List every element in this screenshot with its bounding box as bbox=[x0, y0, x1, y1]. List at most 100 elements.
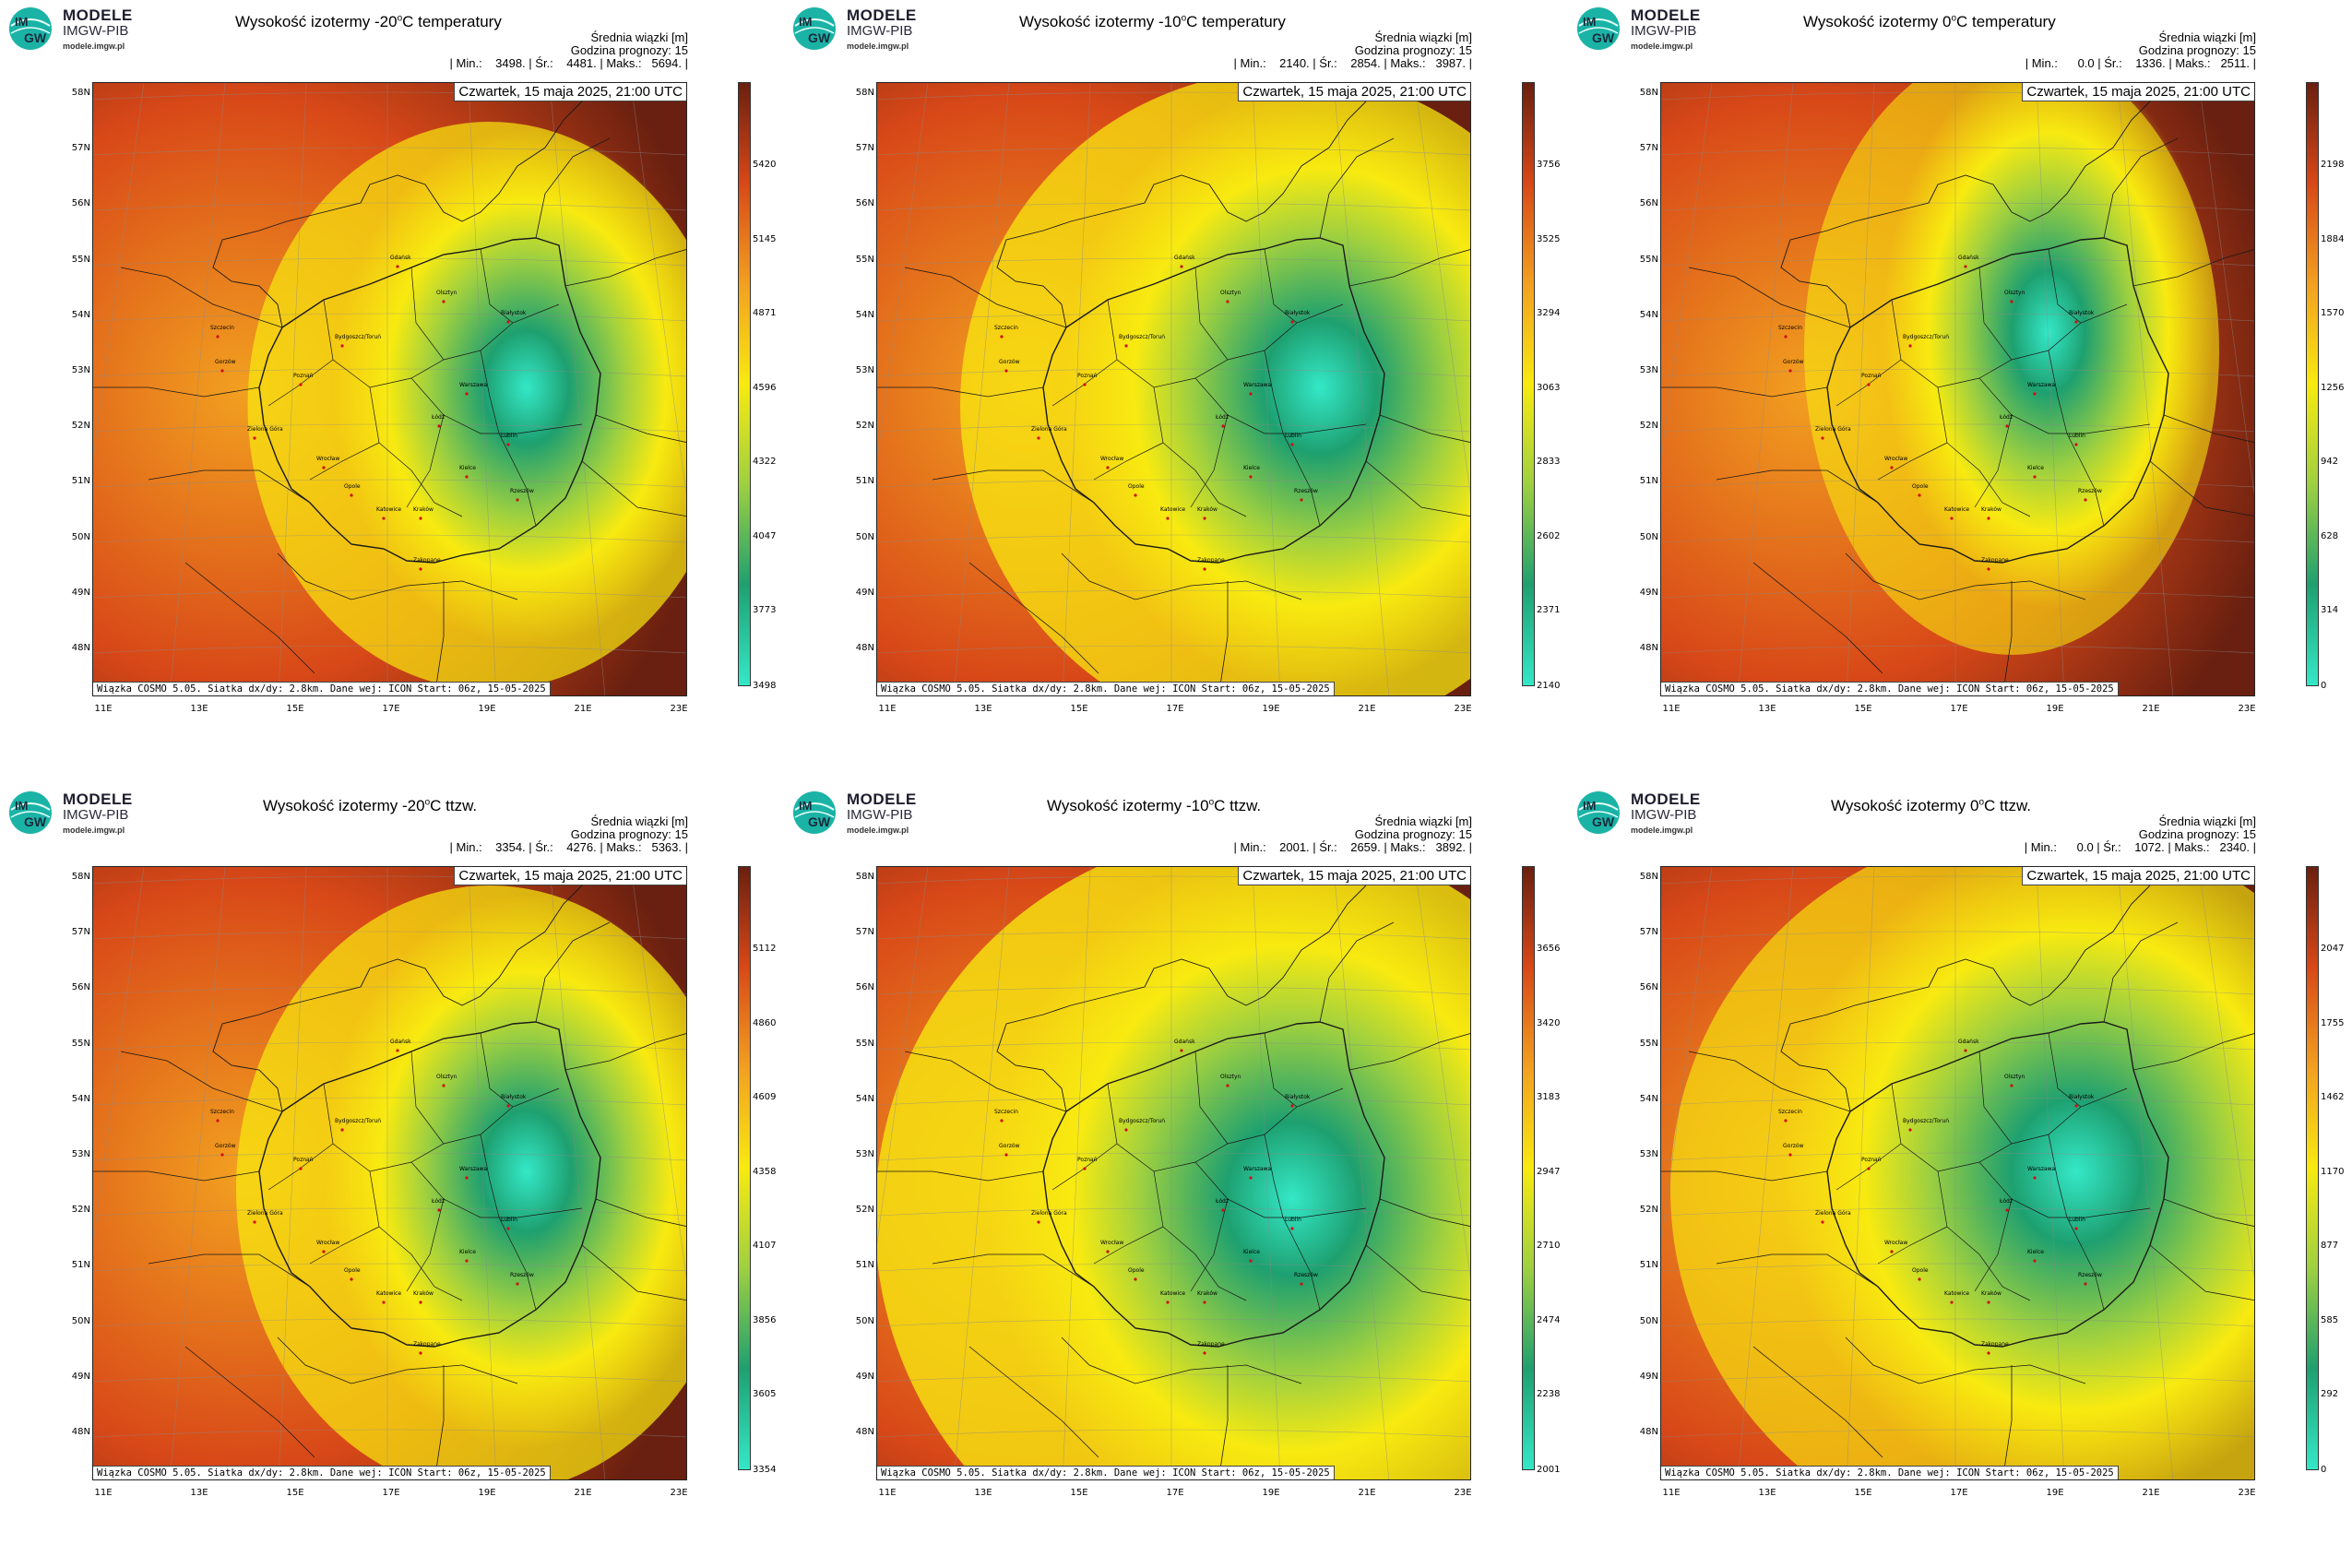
lon-label: 17E bbox=[1166, 1488, 1184, 1498]
model-footer: Wiązka COSMO 5.05. Siatka dx/dy: 2.8km. … bbox=[1661, 682, 2119, 695]
map-area[interactable]: Gdańsk Olsztyn Szczecin Bydgoszcz/Toruń Biał… bbox=[1660, 866, 2255, 1480]
valid-date: Czwartek, 15 maja 2025, 21:00 UTC bbox=[2022, 83, 2254, 101]
voivodeship-border bbox=[480, 1134, 537, 1311]
brand-url[interactable]: modele.imgw.pl bbox=[63, 826, 125, 835]
graticule-lon bbox=[953, 867, 1010, 1479]
poland-border bbox=[1826, 237, 2169, 564]
voivodeship-border bbox=[1194, 267, 1229, 361]
svg-text:GW: GW bbox=[1592, 30, 1615, 45]
graticule-lat bbox=[93, 368, 686, 377]
graticule-lat bbox=[93, 534, 686, 543]
city-label: Warszawa bbox=[459, 1166, 488, 1172]
city-marker bbox=[1290, 320, 1294, 324]
brand-url[interactable]: modele.imgw.pl bbox=[847, 826, 909, 835]
city-label: Zielona Góra bbox=[1031, 426, 1067, 433]
brand-block: MODELE IMGW-PIB modele.imgw.pl bbox=[63, 7, 133, 54]
country-border bbox=[120, 1051, 283, 1112]
scale-tick-label: 3294 bbox=[1537, 308, 1561, 318]
city-marker bbox=[1004, 369, 1008, 373]
stats-header: Średnia wiązki [m] bbox=[1374, 30, 1472, 44]
voivodeship-border bbox=[410, 267, 445, 361]
brand-block: MODELE IMGW-PIB modele.imgw.pl bbox=[1631, 791, 1701, 838]
voivodeship-border bbox=[480, 248, 514, 324]
graticule-lat bbox=[93, 1207, 686, 1217]
country-border bbox=[1845, 552, 2086, 600]
lon-label: 19E bbox=[1262, 1488, 1280, 1498]
city-label: Olsztyn bbox=[2004, 1074, 2025, 1080]
lat-label: 54N bbox=[1639, 1093, 1658, 1104]
lat-label: 51N bbox=[1639, 476, 1658, 487]
map-area[interactable]: Gdańsk Olsztyn Szczecin Bydgoszcz/Toruń Biał… bbox=[876, 82, 1471, 696]
city-marker bbox=[2074, 320, 2078, 324]
city-label: Gdańsk bbox=[390, 255, 411, 261]
lon-label: 21E bbox=[574, 704, 592, 714]
graticule-lon bbox=[877, 867, 929, 1245]
panel-title: Wysokość izotermy 0oC ttzw. bbox=[1831, 797, 2032, 814]
lon-label: 13E bbox=[1758, 1488, 1776, 1498]
lat-label: 55N bbox=[71, 1038, 90, 1049]
lat-label: 53N bbox=[71, 1149, 90, 1159]
city-marker bbox=[2074, 443, 2078, 446]
brand-url[interactable]: modele.imgw.pl bbox=[847, 42, 909, 51]
graticule-lon bbox=[1333, 83, 1390, 695]
country-border bbox=[581, 460, 686, 517]
city-label: Szczecin bbox=[210, 1109, 234, 1115]
map-area[interactable]: Gdańsk Olsztyn Szczecin Bydgoszcz/Toruń Biał… bbox=[876, 866, 1471, 1480]
city-label: Bydgoszcz/Toruń bbox=[1903, 1118, 1950, 1124]
city-label: Katowice bbox=[1160, 1290, 1186, 1297]
country-border bbox=[2002, 1365, 2013, 1479]
city-marker bbox=[1987, 517, 1990, 520]
lon-label: 17E bbox=[1950, 704, 1968, 714]
country-border bbox=[120, 267, 283, 328]
city-marker bbox=[299, 1167, 303, 1170]
map-area[interactable]: Gdańsk Olsztyn Szczecin Bydgoszcz/Toruń Biał… bbox=[92, 866, 687, 1480]
stats-values: | Min.: 0.0 | Śr.: 1072. | Maks.: 2340. … bbox=[2024, 840, 2256, 854]
brand-url[interactable]: modele.imgw.pl bbox=[1631, 826, 1693, 835]
city-marker bbox=[1037, 436, 1040, 440]
city-label: Poznań bbox=[1861, 373, 1882, 379]
poland-border bbox=[258, 1021, 601, 1348]
map-area[interactable]: Gdańsk Olsztyn Szczecin Bydgoszcz/Toruń Biał… bbox=[92, 82, 687, 696]
graticule-lon bbox=[549, 867, 606, 1479]
lon-label: 19E bbox=[478, 1488, 496, 1498]
country-border bbox=[434, 1365, 445, 1479]
city-marker bbox=[2033, 475, 2037, 479]
brand-url[interactable]: modele.imgw.pl bbox=[1631, 42, 1693, 51]
city-label: Gorzów bbox=[215, 1143, 236, 1149]
scale-tick-label: 5420 bbox=[753, 160, 777, 170]
imgw-logo-icon: IM GW bbox=[1577, 791, 1620, 834]
poland-border bbox=[1042, 237, 1385, 564]
graticule-lat bbox=[877, 986, 1470, 995]
city-label: Wrocław bbox=[1884, 456, 1908, 462]
city-marker bbox=[1890, 1250, 1894, 1253]
voivodeship-border bbox=[1107, 1083, 1344, 1172]
brand-block: MODELE IMGW-PIB modele.imgw.pl bbox=[1631, 7, 1701, 54]
city-label: Łódź bbox=[1216, 1198, 1229, 1205]
lon-label: 11E bbox=[878, 1488, 897, 1498]
map-area[interactable]: Gdańsk Olsztyn Szczecin Bydgoszcz/Toruń Biał… bbox=[1660, 82, 2255, 696]
brand-url[interactable]: modele.imgw.pl bbox=[63, 42, 125, 51]
voivodeship-border bbox=[1051, 1143, 1118, 1191]
city-marker bbox=[1300, 1282, 1303, 1286]
city-marker bbox=[1908, 1128, 1912, 1132]
stats-values: | Min.: 3498. | Śr.: 4481. | Maks.: 5694… bbox=[449, 56, 688, 70]
city-label: Gdańsk bbox=[1958, 255, 1979, 261]
lat-label: 48N bbox=[1639, 643, 1658, 653]
city-marker bbox=[465, 475, 469, 479]
scale-tick-label: 4609 bbox=[753, 1092, 777, 1102]
svg-text:IM: IM bbox=[799, 15, 812, 29]
lat-label: 54N bbox=[71, 1093, 90, 1104]
city-marker bbox=[2010, 1084, 2013, 1087]
scale-tick-label: 628 bbox=[2321, 530, 2339, 541]
lon-label: 17E bbox=[382, 1488, 400, 1498]
voivodeship-border bbox=[369, 1170, 463, 1301]
brand-name: MODELE bbox=[847, 790, 917, 808]
city-marker bbox=[2033, 392, 2037, 396]
lat-label: 58N bbox=[855, 872, 874, 882]
city-label: Gorzów bbox=[215, 359, 236, 365]
city-marker bbox=[220, 1153, 224, 1157]
city-marker bbox=[1000, 1119, 1004, 1123]
city-label: Bydgoszcz/Toruń bbox=[335, 334, 382, 340]
voivodeship-border bbox=[406, 414, 445, 508]
city-label: Warszawa bbox=[1243, 1166, 1272, 1172]
